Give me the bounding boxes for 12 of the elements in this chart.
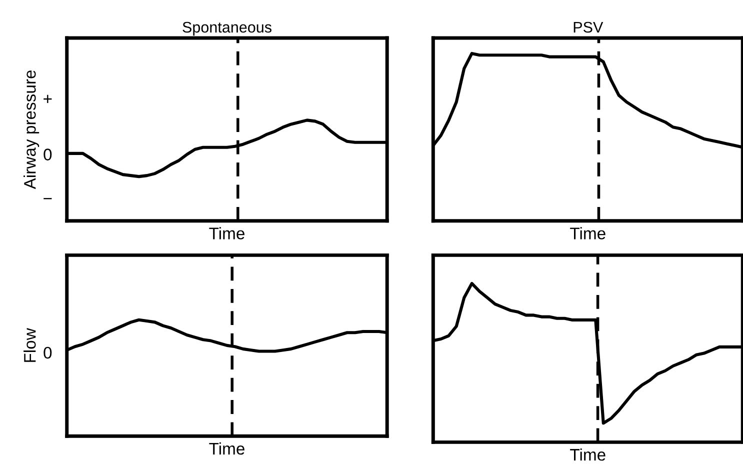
x-axis-title: Time (570, 448, 606, 461)
text: 0 (44, 148, 52, 160)
chart-title: PSV (574, 22, 604, 33)
y-axis-title: Airway pressure (24, 70, 40, 190)
text: 0 (44, 346, 52, 359)
chart-title: Spontaneous (182, 22, 272, 36)
x-axis-title: Time (209, 227, 244, 240)
text: + (44, 94, 52, 104)
text: − (44, 198, 52, 200)
y-axis-title: Flow (24, 328, 36, 362)
x-axis-title: Time (209, 442, 244, 455)
x-axis-title: Time (570, 227, 606, 240)
